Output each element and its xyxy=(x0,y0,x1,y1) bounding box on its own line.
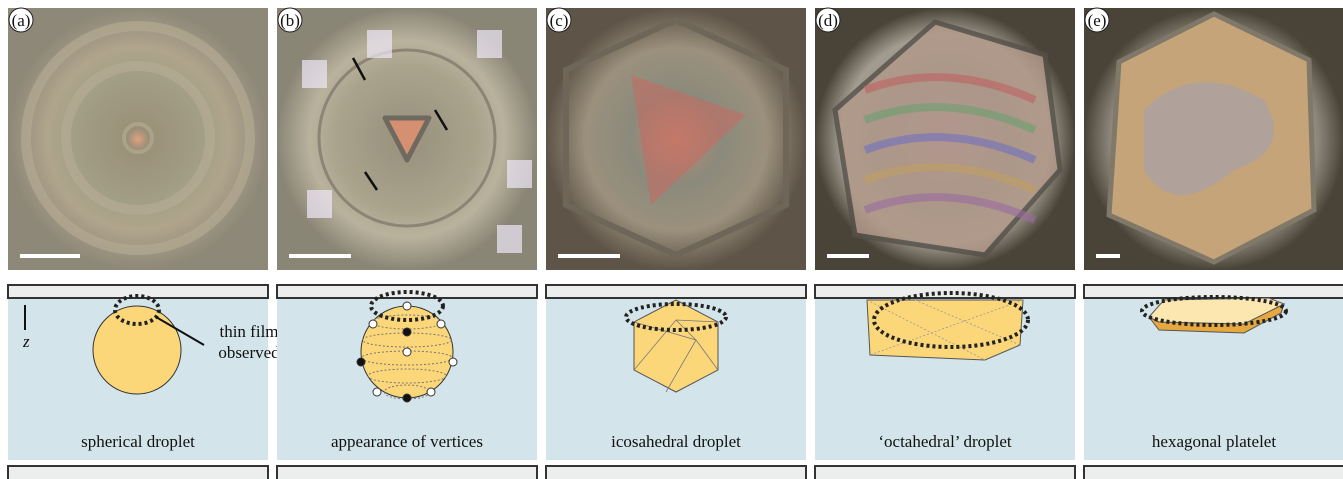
annotation: observed xyxy=(218,343,280,362)
reflection xyxy=(302,60,327,88)
caption: spherical droplet xyxy=(81,432,195,451)
micrograph xyxy=(8,8,268,270)
caption: hexagonal platelet xyxy=(1152,432,1276,451)
bottom-plate xyxy=(8,466,268,479)
panel-label: (a) xyxy=(12,11,31,30)
page: (a) spherical droplet z thin film observed (b… xyxy=(0,0,1343,479)
bottom-plate xyxy=(1084,466,1343,479)
vertex xyxy=(403,302,411,310)
annotation: thin film xyxy=(219,322,278,341)
vertex xyxy=(427,388,435,396)
caption: appearance of vertices xyxy=(331,432,483,451)
axis-label: z xyxy=(22,332,30,351)
panel-label: (e) xyxy=(1088,11,1107,30)
bottom-plate xyxy=(277,466,537,479)
reflection xyxy=(367,30,392,58)
bottom-plate xyxy=(546,466,806,479)
vertex xyxy=(437,320,445,328)
octahedron xyxy=(867,300,1023,360)
panel-label: (d) xyxy=(818,11,838,30)
bottom-plate xyxy=(815,466,1075,479)
panel-label: (c) xyxy=(550,11,569,30)
reflection xyxy=(497,225,522,253)
vertex xyxy=(373,388,381,396)
caption: ‘octahedral’ droplet xyxy=(878,432,1012,451)
panel-label: (b) xyxy=(280,11,300,30)
vertex xyxy=(403,348,411,356)
vertex xyxy=(357,358,365,366)
top-plate xyxy=(546,285,806,298)
reflection xyxy=(507,160,532,188)
vertex xyxy=(403,394,411,402)
top-plate xyxy=(277,285,537,298)
reflection xyxy=(307,190,332,218)
top-plate xyxy=(1084,285,1343,298)
droplet xyxy=(93,306,181,394)
reflection xyxy=(477,30,502,58)
vertex xyxy=(449,358,457,366)
figure: (a) spherical droplet z thin film observed (b… xyxy=(0,0,1343,479)
vertex xyxy=(369,320,377,328)
vertex xyxy=(403,328,411,336)
caption: icosahedral droplet xyxy=(611,432,741,451)
